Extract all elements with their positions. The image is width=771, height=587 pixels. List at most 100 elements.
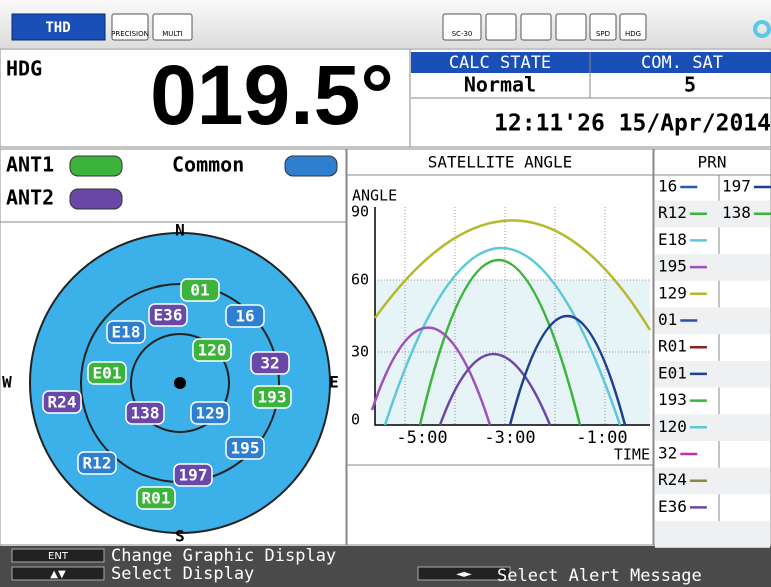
satellite-label: 129 xyxy=(196,404,225,423)
row-shade xyxy=(655,254,770,281)
key-cap[interactable] xyxy=(11,566,105,581)
satellite-label: R12 xyxy=(83,454,112,473)
footer xyxy=(0,546,771,587)
hdg-label: HDG xyxy=(6,57,42,81)
icon-label: SC-30 xyxy=(452,30,473,38)
status-icon xyxy=(152,13,193,41)
satellite-label: R24 xyxy=(48,393,77,412)
key-label: ▲▼ xyxy=(50,569,66,580)
prn-label: 120 xyxy=(658,417,687,436)
icon-label: MULTI xyxy=(162,30,182,38)
key-cap[interactable] xyxy=(417,566,511,581)
row-shade xyxy=(655,200,770,228)
satellite-label: E36 xyxy=(154,306,183,325)
legend-label: Common xyxy=(172,153,244,177)
prn-label: E01 xyxy=(658,363,687,382)
y-tick-label: 60 xyxy=(351,271,369,289)
chart-grid xyxy=(375,207,650,425)
status-icon xyxy=(555,13,587,41)
compass-label: S xyxy=(175,527,185,546)
satellite-tracks xyxy=(370,219,652,426)
satellite-label: 01 xyxy=(190,281,209,300)
y-axis-label: ANGLE xyxy=(352,187,397,205)
prn-label: 193 xyxy=(658,390,687,409)
row-shade xyxy=(655,307,770,335)
compass-label: N xyxy=(175,221,185,240)
satellite-badge xyxy=(173,463,213,487)
y-tick-label: 90 xyxy=(351,203,369,221)
satellite-label: E18 xyxy=(112,323,141,342)
satellite-badge xyxy=(87,361,127,385)
satellite-badge xyxy=(250,351,290,375)
mode-button[interactable] xyxy=(11,13,106,41)
satellite-badge xyxy=(192,338,232,362)
satellite-badge xyxy=(42,390,82,414)
status-icon xyxy=(589,13,617,41)
prn-label: R01 xyxy=(658,337,687,356)
satellite-label: 16 xyxy=(235,307,254,326)
satellite-badge xyxy=(106,320,146,344)
prn-title: PRN xyxy=(698,153,727,172)
legend-swatch xyxy=(284,155,338,177)
satellite-label: 138 xyxy=(131,404,160,423)
x-tick-label: -1:00 xyxy=(576,428,627,448)
compass-label: W xyxy=(2,373,12,392)
legend-label: ANT1 xyxy=(6,153,54,177)
sky-center xyxy=(174,377,186,389)
key-text: Select Alert Message xyxy=(497,566,702,586)
com-sat-label: COM. SAT xyxy=(641,53,723,73)
satellite-badge xyxy=(180,278,220,302)
satellite-label: 120 xyxy=(198,341,227,360)
compass-label: E xyxy=(329,373,339,392)
satellite-badge xyxy=(136,486,176,510)
prn-label: 129 xyxy=(658,283,687,302)
satellite-badge xyxy=(190,401,230,425)
icon-label: HDG xyxy=(625,30,641,38)
prn-label: 195 xyxy=(658,257,687,276)
status-icon xyxy=(619,13,647,41)
hdg-value: 019.5° xyxy=(150,48,394,142)
icon-label: PRECISION xyxy=(111,30,149,38)
status-icon xyxy=(520,13,552,41)
satellite-label: 195 xyxy=(231,439,260,458)
chart-axes xyxy=(374,207,650,426)
satellite-badge xyxy=(77,451,117,475)
chart-title: SATELLITE ANGLE xyxy=(428,153,573,172)
com-sat: 5 xyxy=(684,73,696,97)
satellite-badge xyxy=(225,304,265,328)
prn-label: 32 xyxy=(658,444,677,463)
prn-label: 138 xyxy=(722,203,751,222)
key-cap[interactable] xyxy=(11,548,105,563)
satellite-label: 193 xyxy=(258,388,287,407)
status-icon xyxy=(442,13,482,41)
satellite-badge xyxy=(252,385,292,409)
key-label: ENT xyxy=(48,551,69,562)
status-icon xyxy=(485,13,517,41)
prn-label: E36 xyxy=(658,497,687,516)
y-tick-label: 30 xyxy=(351,343,369,361)
satellite-badge xyxy=(125,401,165,425)
legend-swatch xyxy=(69,188,123,210)
time: 12:11'26 15/Apr/2014 xyxy=(494,111,771,137)
calc-state-label: CALC STATE xyxy=(449,53,551,73)
satellite-badge xyxy=(225,436,265,460)
prn-label: 197 xyxy=(722,177,751,196)
satellite-label: E01 xyxy=(93,364,122,383)
prn-label: R24 xyxy=(658,470,687,489)
mode-label: THD xyxy=(45,20,70,36)
row-shade xyxy=(655,467,770,495)
x-axis-label: TIME xyxy=(614,446,650,464)
x-tick-label: -3:00 xyxy=(484,428,535,448)
key-text: Select Display xyxy=(111,564,254,584)
icon-label: SPD xyxy=(596,30,610,38)
satellite-label: 32 xyxy=(260,354,279,373)
status-header xyxy=(411,52,771,73)
spinner-icon xyxy=(753,20,771,38)
legend-label: ANT2 xyxy=(6,186,54,210)
satellite-label: 197 xyxy=(179,466,208,485)
row-shade xyxy=(655,360,770,388)
row-shade xyxy=(655,521,770,548)
row-shade xyxy=(655,414,770,441)
sky-ring xyxy=(130,333,230,433)
